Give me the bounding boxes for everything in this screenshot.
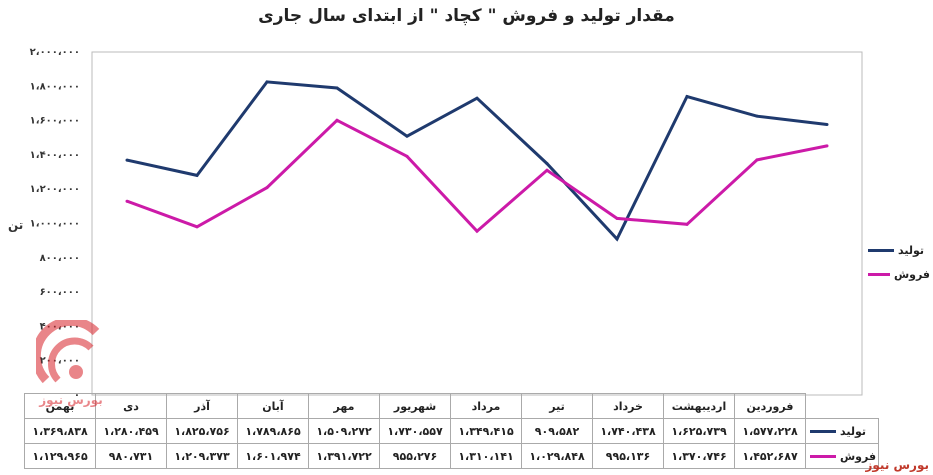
data-table: بهمن دی آذر آبان مهر شهریور مرداد تیر خرداد اردیب… (24, 393, 879, 469)
data-cell: ۹۰۹،۵۸۲ (521, 418, 593, 444)
data-cell: ۱،۳۹۱،۷۲۲ (308, 443, 380, 469)
data-point (825, 123, 829, 127)
y-tick-label: ۱،۶۰۰،۰۰۰ (30, 116, 80, 127)
y-tick-label: ۶۰۰،۰۰۰ (40, 287, 80, 298)
legend-item-production: تولید (868, 238, 930, 262)
chart-title: مقدار تولید و فروش " کچاد " از ابتدای سا… (258, 6, 675, 26)
data-point (265, 186, 269, 190)
data-cell: ۱،۲۰۹،۳۷۳ (166, 443, 238, 469)
data-cell: ۱،۶۲۵،۷۳۹ (663, 418, 735, 444)
category-header: مرداد (450, 393, 522, 419)
y-tick-label: ۲،۰۰۰،۰۰۰ (30, 47, 80, 58)
data-point (405, 134, 409, 138)
data-cell: ۱،۱۲۹،۹۶۵ (24, 443, 96, 469)
data-point (265, 80, 269, 84)
y-tick-label: ۱،۰۰۰،۰۰۰ (30, 219, 80, 230)
watermark-text: بورس نیوز (38, 393, 103, 408)
watermark-logo: بورس نیوز (36, 320, 103, 408)
data-point (685, 95, 689, 99)
series-line-sales (126, 118, 828, 234)
y-tick-label: ۱،۸۰۰،۰۰۰ (30, 81, 80, 92)
category-header: فروردین (734, 393, 806, 419)
header-blank (806, 394, 879, 419)
series-key-label: تولید (840, 424, 867, 438)
y-tick-label: ۱،۴۰۰،۰۰۰ (30, 150, 80, 161)
category-header: آذر (166, 393, 238, 419)
data-point (475, 96, 479, 100)
y-tick-label: ۲۰۰،۰۰۰ (40, 356, 80, 367)
data-cell: ۱،۳۶۹،۸۳۸ (24, 418, 96, 444)
data-point (195, 173, 199, 177)
category-header: اردیبهشت (663, 393, 735, 419)
data-cell: ۱،۳۱۰،۱۴۱ (450, 443, 522, 469)
data-cell: ۹۵۵،۲۷۶ (379, 443, 451, 469)
data-cell: ۹۹۵،۱۳۶ (592, 443, 664, 469)
data-cell: ۱،۳۴۹،۴۱۵ (450, 418, 522, 444)
legend-swatch-production (868, 248, 894, 252)
data-point (475, 229, 479, 233)
data-point (335, 86, 339, 90)
data-cell: ۱،۷۴۰،۴۳۸ (592, 418, 664, 444)
legend-label-sales: فروش (893, 267, 930, 281)
series-key-cell: تولید (805, 418, 879, 444)
category-header: آبان (237, 393, 309, 419)
data-point (685, 222, 689, 226)
category-header: مهر (308, 393, 380, 419)
legend-swatch-sales (868, 272, 890, 276)
y-axis-unit: تن (8, 218, 24, 232)
data-point (195, 225, 199, 229)
category-header: شهریور (379, 393, 451, 419)
data-cell: ۱،۰۲۹،۸۴۸ (521, 443, 593, 469)
data-table-header-row: بهمن دی آذر آبان مهر شهریور مرداد تیر خرداد اردیب… (24, 393, 879, 419)
series-key-swatch (810, 430, 836, 433)
data-cell: ۹۸۰،۷۳۱ (95, 443, 167, 469)
data-point (545, 162, 549, 166)
data-cell: ۱،۶۰۱،۹۷۴ (237, 443, 309, 469)
y-tick-label: ۱،۲۰۰،۰۰۰ (30, 184, 80, 195)
series-key-label: فروش (840, 449, 877, 463)
series-line-production (126, 80, 828, 242)
data-point (615, 237, 619, 241)
data-table-row-production: ۱،۳۶۹،۸۳۸ ۱،۲۸۰،۴۵۹ ۱،۸۲۵،۷۵۶ ۱،۷۸۹،۸۶۵ ۱،۵۰… (24, 418, 879, 444)
data-point (755, 114, 759, 118)
data-table-row-sales: ۱،۱۲۹،۹۶۵ ۹۸۰،۷۳۱ ۱،۲۰۹،۳۷۳ ۱،۶۰۱،۹۷۴ ۱،۳۹۱،… (24, 443, 879, 469)
data-point (335, 118, 339, 122)
legend-label-production: تولید (898, 243, 925, 257)
plot-area (91, 51, 863, 396)
footer-brand: بورس نیوز (865, 458, 929, 472)
data-point (755, 158, 759, 162)
category-header: تیر (521, 393, 593, 419)
legend-item-sales: فروش (868, 262, 930, 286)
y-tick-label: ۸۰۰،۰۰۰ (40, 253, 80, 264)
data-point (125, 158, 129, 162)
data-point (825, 144, 829, 148)
legend: تولید فروش (868, 238, 930, 286)
category-header: خرداد (592, 393, 664, 419)
data-cell: ۱،۸۲۵،۷۵۶ (166, 418, 238, 444)
category-header: دی (95, 393, 167, 419)
series-key-swatch (810, 455, 836, 458)
data-cell: ۱،۷۳۰،۵۵۷ (379, 418, 451, 444)
data-point (405, 154, 409, 158)
data-cell: ۱،۵۰۹،۲۷۲ (308, 418, 380, 444)
data-cell: ۱،۷۸۹،۸۶۵ (237, 418, 309, 444)
data-cell: ۱،۳۷۰،۷۴۶ (663, 443, 735, 469)
data-point (615, 216, 619, 220)
data-cell: ۱،۴۵۲،۶۸۷ (734, 443, 806, 469)
data-point (125, 199, 129, 203)
data-cell: ۱،۵۷۷،۲۲۸ (734, 418, 806, 444)
data-cell: ۱،۲۸۰،۴۵۹ (95, 418, 167, 444)
series-key-cell: فروش (805, 443, 879, 469)
data-point (545, 168, 549, 172)
